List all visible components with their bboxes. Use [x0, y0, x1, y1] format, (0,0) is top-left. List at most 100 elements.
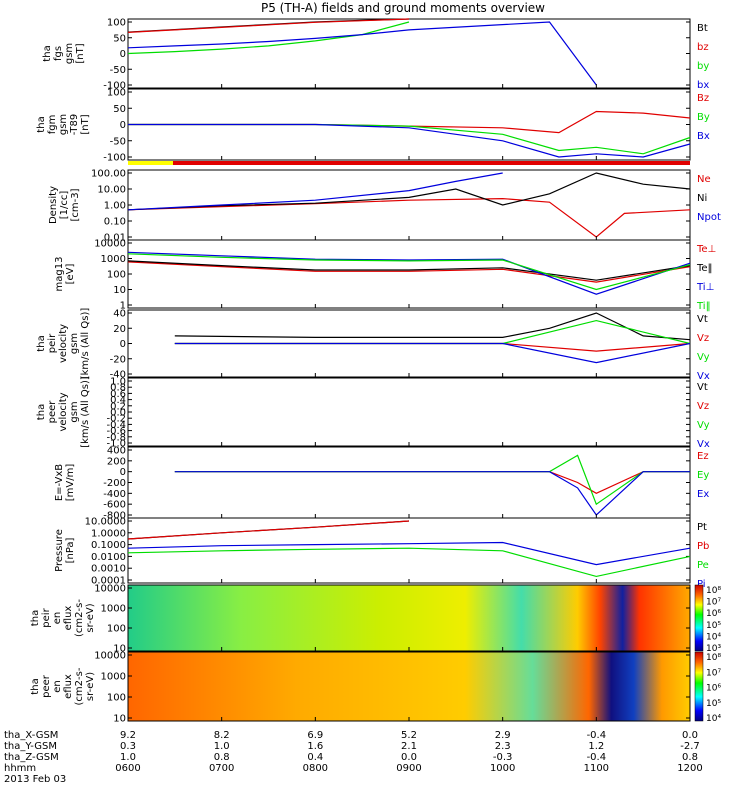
legend-entry: Vt: [697, 382, 708, 393]
ephemeris-value: 2.1: [401, 741, 417, 752]
colorbar: [694, 651, 704, 722]
y-tick-label: 0: [120, 339, 126, 350]
ephemeris-value: 1.0: [214, 741, 230, 752]
legend-entry: Ez: [697, 451, 709, 462]
panel-10: 10⁸ 10⁷ 10⁶ 10⁵ 10⁴ 10000 1000 100 10 thapeerenef…: [30, 651, 721, 725]
y-axis-label-line: velocity: [58, 324, 69, 363]
ephemeris-value: 2.9: [495, 730, 511, 741]
legend-entry: Npot: [697, 212, 721, 223]
colorbar-label: 10⁸: [706, 653, 721, 663]
ephemeris-label-z: tha_Z-GSM: [4, 752, 59, 763]
y-axis-label-line: gsm: [64, 43, 75, 64]
series-Vz: [174, 342, 691, 352]
spectrogram-image: [128, 652, 690, 721]
y-axis-label: Density[1/cc][cm-3]: [48, 186, 81, 224]
y-tick-label: 0: [120, 120, 126, 131]
y-axis-label-line: tha: [30, 678, 41, 694]
ephemeris-value: -0.4: [587, 752, 607, 763]
legend-entry: Ex: [697, 489, 709, 500]
y-tick-label: 10.0000: [85, 517, 126, 528]
y-tick-label: 1.00: [104, 201, 126, 212]
series-By: [128, 123, 691, 155]
y-axis-label-line: Density: [48, 186, 59, 224]
y-tick-label: 0.10: [104, 217, 126, 228]
y-tick-label: 1.0: [110, 377, 126, 388]
y-tick-label: 0.01: [104, 233, 126, 244]
series-Npot: [127, 172, 503, 211]
y-tick-label: 10: [113, 285, 126, 296]
y-axis-label-line: tha: [42, 45, 53, 61]
y-tick-label: 1: [120, 301, 126, 312]
y-axis-label-line: gsm: [58, 114, 69, 135]
y-tick-label: 1.0000: [91, 528, 126, 539]
legend-entry: Vx: [697, 439, 710, 450]
ephemeris-label-x: tha_X-GSM: [4, 730, 58, 741]
legend-entry: Ni: [697, 193, 707, 204]
series-Ez: [174, 471, 690, 494]
colorbar-label: 10⁵: [706, 621, 721, 631]
y-axis-label-line: [mV/m]: [65, 464, 76, 502]
ephemeris-value: 5.2: [401, 730, 417, 741]
y-axis-label-line: peir: [41, 607, 52, 627]
panel-2: 100 50 0 -50 -100 thafgmgsm-T89[nT] Bz By Bx: [36, 88, 710, 164]
y-tick-label: -1.0: [106, 439, 126, 450]
y-axis-label-line: (cm2-s-: [74, 599, 85, 637]
y-tick-label: 100: [107, 624, 126, 635]
legend-entry: Vx: [697, 371, 710, 382]
series-Bz: [128, 110, 691, 134]
series-Ni: [127, 172, 691, 211]
ephemeris-value: 0.3: [120, 741, 136, 752]
ephemeris-value: 0800: [303, 763, 328, 774]
y-axis-label-line: sr-eV): [85, 603, 96, 632]
y-axis-label-line: [nT]: [75, 43, 86, 63]
y-tick-label: 0: [120, 49, 126, 60]
series-Ti‖: [127, 253, 691, 291]
series-by: [127, 21, 410, 55]
y-tick-label: -800: [103, 511, 126, 522]
y-tick-label: 1000: [101, 604, 126, 615]
y-axis-label-line: tha: [36, 404, 47, 420]
y-tick-label: -50: [110, 136, 126, 147]
ephemeris-value: 1100: [584, 763, 609, 774]
y-axis-label-line: [nPa]: [65, 537, 76, 563]
ephemeris-value: -0.3: [493, 752, 513, 763]
ephemeris-value: 1.2: [588, 741, 604, 752]
y-axis-label-line: Pressure: [54, 529, 65, 572]
y-tick-label: -200: [103, 478, 126, 489]
y-axis-label: E=-VxB[mV/m]: [54, 464, 76, 502]
y-tick-label: 0.1000: [91, 540, 126, 551]
y-tick-label: -100: [103, 153, 126, 164]
series-Te‖: [127, 260, 691, 281]
ephemeris-value: 0.8: [214, 752, 230, 763]
colorbar-label: 10⁴: [706, 632, 721, 642]
y-tick-label: 100: [107, 270, 126, 281]
y-tick-label: 20: [113, 324, 126, 335]
y-axis-label-line: E=-VxB: [54, 464, 65, 501]
colorbar-label: 10⁷: [706, 598, 721, 608]
y-tick-label: 0.4: [110, 395, 126, 406]
series-bz: [127, 18, 410, 33]
colorbar-label: 10⁶: [706, 609, 721, 619]
y-tick-label: -20: [110, 354, 126, 365]
legend-entry: bx: [697, 80, 709, 91]
colorbar-label: 10⁴: [706, 714, 721, 724]
ephemeris-value: 1.0: [120, 752, 136, 763]
y-tick-label: 1000: [101, 254, 126, 265]
series-Ti⊥: [127, 251, 691, 295]
y-tick-label: -600: [103, 500, 126, 511]
y-axis-label: thapeirvelocitygsm[km/s (All Qs)]: [36, 308, 91, 380]
y-tick-label: -0.6: [106, 426, 126, 437]
y-tick-label: 40: [113, 309, 126, 320]
y-tick-label: 10000: [94, 584, 126, 595]
ephemeris-value: 0900: [396, 763, 421, 774]
y-axis-label-line: peir: [47, 333, 58, 353]
y-axis-label: Pressure[nPa]: [54, 529, 76, 572]
series-Vx: [174, 342, 691, 364]
y-axis-label: thafgsgsm[nT]: [42, 43, 86, 64]
legend-entry: Pe: [697, 560, 709, 571]
y-axis-label-line: [km/s (All Qs)]: [80, 376, 91, 448]
